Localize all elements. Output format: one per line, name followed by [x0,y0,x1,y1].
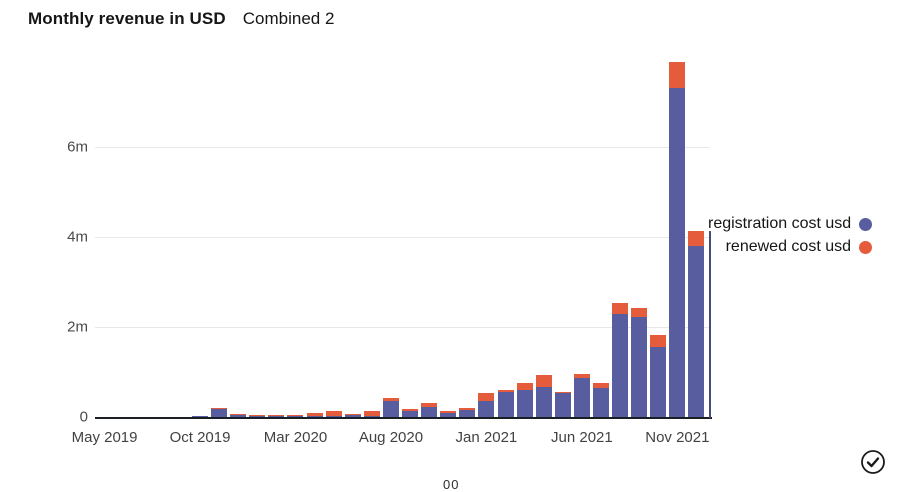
bar-renewed-jul-2020[interactable] [364,411,380,416]
legend-item[interactable]: renewed cost usd [726,238,872,256]
clipped-next-bar-sliver [709,231,711,418]
x-axis-tick-label: Jan 2021 [456,429,518,446]
bar-renewed-nov-2020[interactable] [440,411,456,413]
legend-label: renewed cost usd [726,238,851,256]
bar-renewed-may-2020[interactable] [326,411,342,416]
bar-registration-sep-2021[interactable] [631,317,647,417]
bar-renewed-sep-2021[interactable] [631,308,647,317]
bar-registration-oct-2020[interactable] [421,407,437,417]
bar-registration-aug-2020[interactable] [383,401,399,417]
bar-renewed-sep-2020[interactable] [402,409,418,411]
x-axis-tick-label: Aug 2020 [359,429,423,446]
bar-registration-apr-2021[interactable] [536,387,552,417]
y-axis-tick-label: 6m [28,139,88,156]
bar-registration-nov-2019[interactable] [211,408,227,417]
bar-renewed-jun-2020[interactable] [345,414,361,415]
x-axis-line [95,417,712,419]
bar-renewed-feb-2021[interactable] [498,390,514,392]
bar-renewed-apr-2020[interactable] [307,413,323,416]
bar-registration-nov-2021[interactable] [669,88,685,417]
bar-registration-dec-2021[interactable] [688,246,704,417]
bar-renewed-feb-2020[interactable] [268,415,284,416]
bar-renewed-jun-2021[interactable] [574,374,590,378]
bar-renewed-aug-2020[interactable] [383,398,399,401]
bar-renewed-dec-2021[interactable] [688,231,704,246]
bar-registration-jan-2021[interactable] [478,401,494,417]
bar-renewed-apr-2021[interactable] [536,375,552,387]
x-axis-tick-label: Oct 2019 [170,429,231,446]
legend-dot-icon [859,218,872,231]
x-axis-tick-label: May 2019 [72,429,138,446]
bar-registration-jul-2021[interactable] [593,388,609,417]
x-axis-tick-label: Nov 2021 [645,429,709,446]
bar-registration-mar-2021[interactable] [517,390,533,417]
bar-registration-may-2021[interactable] [555,393,571,417]
bar-renewed-nov-2021[interactable] [669,62,685,88]
check-circle-icon [860,449,886,475]
y-axis-tick-label: 2m [28,319,88,336]
legend-dot-icon [859,241,872,254]
gridline-6m [95,147,710,148]
legend-item[interactable]: registration cost usd [708,215,872,233]
check-circle-button[interactable] [859,448,887,476]
y-axis-tick-label: 0 [28,409,88,426]
bar-registration-feb-2021[interactable] [498,392,514,417]
bar-renewed-dec-2020[interactable] [459,408,475,410]
bar-registration-jun-2021[interactable] [574,378,590,417]
bar-renewed-mar-2021[interactable] [517,383,533,390]
bar-registration-aug-2021[interactable] [612,314,628,417]
bar-renewed-jul-2021[interactable] [593,383,609,388]
bar-renewed-mar-2020[interactable] [287,415,303,416]
bar-renewed-oct-2020[interactable] [421,403,437,407]
bar-renewed-jan-2021[interactable] [478,393,494,401]
bar-renewed-aug-2021[interactable] [612,303,628,314]
gridline-4m [95,237,710,238]
clipped-footer-text: 00 [443,477,459,492]
legend-label: registration cost usd [708,215,851,233]
bar-registration-oct-2021[interactable] [650,347,666,417]
bar-renewed-may-2021[interactable] [555,392,571,393]
x-axis-tick-label: Mar 2020 [264,429,327,446]
legend: registration cost usd renewed cost usd [708,215,872,256]
bar-registration-dec-2020[interactable] [459,410,475,417]
x-axis-tick-label: Jun 2021 [551,429,613,446]
y-axis-tick-label: 4m [28,229,88,246]
bar-renewed-oct-2021[interactable] [650,335,666,347]
